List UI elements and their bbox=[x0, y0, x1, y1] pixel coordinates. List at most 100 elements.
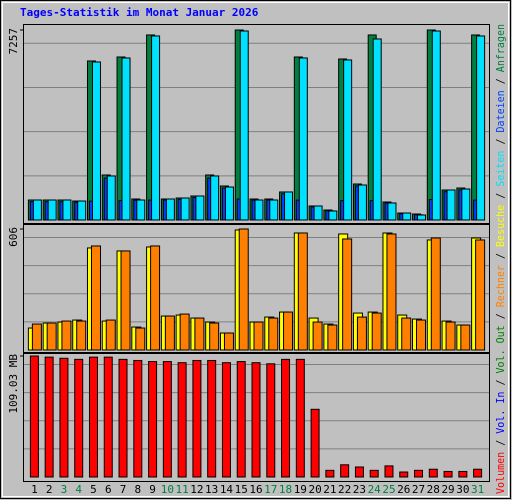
bar bbox=[354, 466, 364, 478]
bar bbox=[298, 57, 308, 221]
bar bbox=[283, 311, 294, 351]
bar bbox=[192, 359, 202, 478]
x-tick-label: 7 bbox=[120, 483, 127, 496]
bar bbox=[177, 362, 187, 478]
bar bbox=[88, 356, 98, 478]
bar bbox=[313, 205, 323, 221]
x-tick-label: 12 bbox=[190, 483, 203, 496]
bar bbox=[194, 317, 205, 351]
legend-separator: / bbox=[494, 247, 507, 265]
x-tick-label: 17 bbox=[264, 483, 277, 496]
bar bbox=[120, 250, 131, 351]
x-tick-label: 8 bbox=[134, 483, 141, 496]
bar bbox=[151, 35, 161, 221]
bar bbox=[106, 175, 116, 221]
bar bbox=[121, 57, 131, 221]
bar bbox=[105, 319, 116, 351]
bar bbox=[402, 212, 412, 221]
bar bbox=[31, 323, 42, 351]
bar bbox=[343, 59, 353, 221]
bar bbox=[387, 202, 397, 221]
legend-separator: / bbox=[494, 307, 507, 325]
bar bbox=[195, 195, 205, 221]
x-tick-label: 5 bbox=[90, 483, 97, 496]
legend-separator: / bbox=[494, 187, 507, 205]
bar bbox=[328, 210, 338, 221]
bar bbox=[32, 199, 42, 221]
bar bbox=[430, 237, 441, 351]
bar bbox=[210, 175, 220, 221]
bar bbox=[29, 355, 39, 478]
legend-entry: Dateien bbox=[494, 90, 507, 132]
bar bbox=[384, 465, 394, 478]
x-tick-label: 10 bbox=[161, 483, 174, 496]
x-tick-label: 11 bbox=[176, 483, 189, 496]
bar bbox=[254, 199, 264, 221]
legend-separator: / bbox=[494, 132, 507, 150]
x-tick-label: 27 bbox=[412, 483, 425, 496]
x-tick-label: 15 bbox=[235, 483, 248, 496]
bar bbox=[295, 358, 305, 478]
legend-entry: Rechner bbox=[494, 265, 507, 308]
x-tick-label: 21 bbox=[323, 483, 336, 496]
x-tick-label: 20 bbox=[308, 483, 321, 496]
legend-separator: / bbox=[494, 72, 507, 90]
legend-entry: Seiten bbox=[494, 151, 507, 187]
x-tick-label: 6 bbox=[105, 483, 112, 496]
bar bbox=[372, 38, 382, 221]
bar bbox=[443, 470, 453, 478]
bar bbox=[46, 322, 57, 351]
bar bbox=[162, 361, 172, 478]
bar bbox=[103, 356, 113, 478]
legend-separator: / bbox=[494, 373, 507, 391]
x-tick-label: 1 bbox=[31, 483, 38, 496]
bar bbox=[416, 319, 427, 351]
bar bbox=[223, 332, 234, 351]
legend-entry: Besuche bbox=[494, 205, 507, 247]
panel bbox=[23, 24, 490, 224]
bar bbox=[91, 61, 101, 221]
legend-entry: Anfragen bbox=[494, 24, 507, 72]
legend: Volumen / Vol. In / Vol. Out / Rechner /… bbox=[494, 24, 507, 494]
bar bbox=[221, 362, 231, 478]
bar bbox=[281, 358, 291, 478]
x-tick-label: 13 bbox=[205, 483, 218, 496]
x-tick-label: 19 bbox=[294, 483, 307, 496]
legend-entry: Volumen bbox=[494, 452, 507, 494]
bar bbox=[164, 315, 175, 351]
bar bbox=[266, 363, 276, 478]
bar bbox=[325, 469, 335, 478]
x-tick-label: 29 bbox=[441, 483, 454, 496]
bar bbox=[76, 320, 87, 351]
bar bbox=[148, 361, 158, 478]
x-tick-label: 3 bbox=[61, 483, 68, 496]
bar bbox=[74, 358, 84, 478]
bar bbox=[238, 228, 249, 351]
bar bbox=[62, 199, 72, 221]
bar bbox=[253, 321, 264, 351]
legend-entry: Vol. Out bbox=[494, 325, 507, 373]
bar bbox=[239, 30, 249, 221]
y-tick-label: 7257 bbox=[7, 28, 20, 55]
bar bbox=[356, 316, 367, 351]
x-tick-label: 25 bbox=[382, 483, 395, 496]
bar bbox=[357, 184, 367, 221]
x-tick-label: 24 bbox=[368, 483, 382, 496]
bar bbox=[386, 233, 397, 351]
x-tick-label: 23 bbox=[353, 483, 366, 496]
legend-separator: / bbox=[494, 434, 507, 452]
x-tick-label: 14 bbox=[220, 483, 234, 496]
x-tick-label: 30 bbox=[456, 483, 469, 496]
bar bbox=[417, 214, 427, 221]
bar bbox=[445, 321, 456, 351]
bar bbox=[224, 186, 234, 221]
bar bbox=[44, 356, 54, 478]
bar bbox=[399, 471, 409, 478]
y-tick-label: 109.03 MB bbox=[7, 354, 20, 414]
bar bbox=[297, 232, 308, 351]
bar bbox=[133, 359, 143, 478]
x-tick-label: 18 bbox=[279, 483, 292, 496]
bar bbox=[431, 30, 441, 221]
bar bbox=[269, 199, 279, 221]
bar bbox=[475, 239, 486, 351]
